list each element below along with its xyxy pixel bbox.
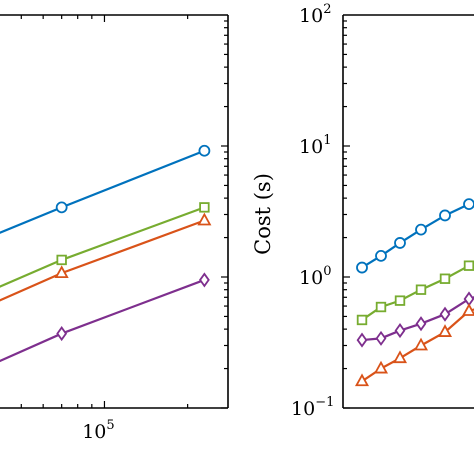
right-y-tick-label: 101 xyxy=(299,133,331,158)
right-diamond-marker xyxy=(415,316,427,332)
right-y-tick-label: 10−1 xyxy=(291,395,334,420)
right-square-marker xyxy=(356,314,368,326)
right-triangle-marker xyxy=(373,360,389,374)
right-y-tick-label: 100 xyxy=(299,264,331,289)
right-square-marker xyxy=(415,284,427,295)
left-square-marker xyxy=(199,202,210,213)
right-plot-area xyxy=(343,20,474,409)
right-y-tick-label: 102 xyxy=(299,2,331,27)
right-circle-marker xyxy=(463,198,474,211)
left-series-diamond-line xyxy=(0,278,205,363)
left-circle-marker xyxy=(198,144,211,157)
right-triangle-marker xyxy=(413,337,429,351)
tick-label-exponent: 2 xyxy=(323,2,331,17)
right-triangle-marker xyxy=(461,303,474,316)
right-square-marker xyxy=(463,260,474,271)
tick-label-base: 10 xyxy=(299,5,323,27)
left-plot-area xyxy=(0,20,228,409)
left-triangle-marker xyxy=(54,265,69,279)
right-circle-marker xyxy=(415,223,427,236)
right-circle-marker xyxy=(394,237,406,249)
tick-label-exponent: 1 xyxy=(323,133,331,148)
left-x-tick-label: 105 xyxy=(82,418,114,443)
right-series-diamond-line xyxy=(361,296,474,342)
tick-label-exponent: 0 xyxy=(323,264,331,279)
right-diamond-marker xyxy=(375,330,387,346)
left-triangle-marker xyxy=(197,212,212,226)
right-square-marker xyxy=(394,295,406,306)
right-triangle-marker xyxy=(437,324,453,337)
left-square-marker xyxy=(56,254,67,266)
right-diamond-marker xyxy=(439,306,451,322)
left-diamond-marker xyxy=(56,326,68,342)
left-chart: 105 xyxy=(0,14,229,443)
tick-label-exponent: 5 xyxy=(106,418,114,433)
right-diamond-marker xyxy=(394,323,406,339)
right-triangle-marker xyxy=(354,373,370,387)
tick-label-base: 10 xyxy=(82,421,106,443)
right-diamond-marker xyxy=(463,291,474,307)
left-diamond-marker xyxy=(198,272,210,288)
right-diamond-marker xyxy=(356,332,368,348)
left-series-square-line xyxy=(0,206,205,288)
left-series-circle-line xyxy=(0,149,205,234)
tick-label-base: 10 xyxy=(299,267,323,289)
right-circle-marker xyxy=(439,209,451,222)
tick-label-base: 10 xyxy=(299,136,323,158)
right-square-marker xyxy=(439,273,451,284)
left-circle-marker xyxy=(55,201,68,214)
right-circle-marker xyxy=(356,261,368,274)
tick-label-exponent: −1 xyxy=(315,395,334,410)
right-square-marker xyxy=(375,301,387,313)
right-y-axis-label: Cost (s) xyxy=(251,173,275,255)
tick-label-base: 10 xyxy=(291,398,315,420)
right-circle-marker xyxy=(375,249,387,262)
right-triangle-marker xyxy=(392,350,408,364)
